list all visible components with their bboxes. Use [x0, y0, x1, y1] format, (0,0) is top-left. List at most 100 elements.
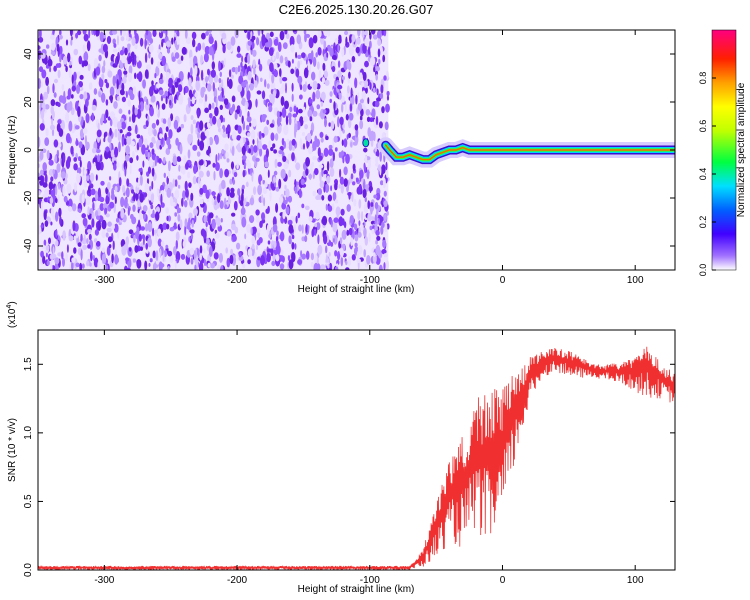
noise-speckle: [38, 190, 41, 196]
noise-speckle: [61, 84, 65, 91]
noise-speckle: [337, 84, 343, 90]
noise-speckle: [268, 69, 271, 79]
noise-speckle: [132, 204, 136, 212]
noise-speckle: [302, 132, 305, 137]
noise-speckle: [146, 64, 152, 71]
noise-speckle: [188, 89, 193, 98]
noise-speckle: [312, 156, 317, 161]
noise-speckle: [280, 96, 285, 106]
noise-speckle: [273, 38, 279, 46]
noise-speckle: [70, 36, 74, 41]
noise-speckle: [167, 117, 171, 128]
noise-speckle: [272, 223, 278, 233]
noise-speckle: [218, 60, 221, 72]
noise-speckle: [190, 257, 194, 265]
noise-speckle: [236, 162, 239, 170]
noise-speckle: [312, 91, 316, 102]
noise-speckle: [343, 138, 348, 148]
noise-speckle: [375, 155, 379, 164]
noise-speckle: [142, 79, 147, 89]
colorbar: 0.0 0.2 0.4 0.6 0.8 Normalized spectral ampl…: [698, 29, 747, 277]
noise-speckle: [366, 169, 370, 180]
noise-speckle: [243, 197, 247, 206]
noise-speckle: [295, 51, 298, 59]
noise-speckle: [234, 112, 238, 120]
noise-speckle: [349, 34, 352, 44]
noise-speckle: [38, 36, 44, 43]
noise-speckle: [341, 103, 344, 113]
noise-speckle: [315, 52, 319, 58]
noise-speckle: [291, 58, 294, 64]
noise-speckle: [93, 88, 98, 95]
noise-speckle: [354, 77, 358, 89]
noise-speckle: [134, 30, 137, 36]
noise-speckle: [80, 233, 83, 242]
noise-speckle: [214, 200, 217, 206]
noise-speckle: [131, 122, 136, 131]
colorbar-label: Normalized spectral amplitude: [736, 82, 747, 217]
noise-speckle: [279, 263, 285, 270]
noise-speckle: [114, 185, 118, 192]
noise-speckle: [85, 113, 90, 124]
noise-speckle: [343, 178, 348, 187]
noise-speckle: [205, 76, 209, 83]
colorbar-tick-label: 0.0: [698, 264, 708, 277]
noise-speckle: [207, 160, 211, 165]
noise-speckle: [206, 170, 210, 177]
noise-speckle: [73, 157, 77, 162]
noise-speckle: [105, 232, 109, 238]
noise-speckle: [246, 224, 252, 233]
noise-speckle: [152, 227, 155, 237]
noise-speckle: [320, 91, 326, 102]
noise-speckle: [331, 55, 337, 60]
noise-speckle: [242, 120, 246, 131]
noise-speckle: [255, 209, 260, 216]
noise-speckle: [109, 111, 115, 120]
noise-speckle: [326, 52, 329, 58]
noise-speckle: [158, 78, 164, 85]
noise-speckle: [298, 224, 303, 232]
noise-speckle: [293, 105, 297, 113]
noise-speckle: [318, 164, 324, 169]
noise-speckle: [146, 98, 149, 106]
noise-speckle: [190, 115, 194, 121]
noise-speckle: [386, 223, 390, 230]
noise-speckle: [208, 46, 214, 56]
noise-speckle: [160, 193, 163, 205]
noise-speckle: [231, 168, 235, 175]
noise-speckle: [122, 30, 127, 37]
noise-speckle: [145, 242, 148, 250]
noise-speckle: [189, 247, 195, 256]
noise-speckle: [212, 115, 217, 125]
noise-speckle: [63, 195, 68, 203]
noise-speckle: [357, 102, 363, 111]
noise-speckle: [298, 108, 303, 114]
noise-speckle: [357, 210, 361, 221]
noise-speckle: [192, 90, 195, 95]
noise-speckle: [303, 143, 305, 150]
noise-speckle: [301, 52, 306, 59]
noise-speckle: [114, 254, 119, 265]
noise-speckle: [219, 71, 222, 78]
noise-speckle: [365, 109, 371, 116]
snr-trace: [38, 346, 675, 570]
noise-speckle: [139, 101, 145, 112]
noise-speckle: [81, 173, 87, 180]
noise-speckle: [282, 155, 287, 162]
noise-speckle: [233, 171, 238, 178]
noise-speckle: [82, 244, 87, 250]
noise-speckle: [48, 181, 54, 191]
noise-speckle: [162, 30, 166, 34]
noise-speckle: [70, 145, 74, 155]
noise-speckle: [187, 171, 191, 179]
noise-speckle: [383, 253, 388, 258]
noise-speckle: [317, 234, 320, 245]
noise-speckle: [311, 161, 315, 168]
noise-speckle: [215, 232, 220, 239]
noise-speckle: [249, 83, 255, 91]
noise-speckle: [165, 41, 171, 47]
noise-speckle: [67, 52, 71, 63]
noise-speckle: [289, 35, 295, 47]
noise-speckle: [252, 139, 255, 145]
